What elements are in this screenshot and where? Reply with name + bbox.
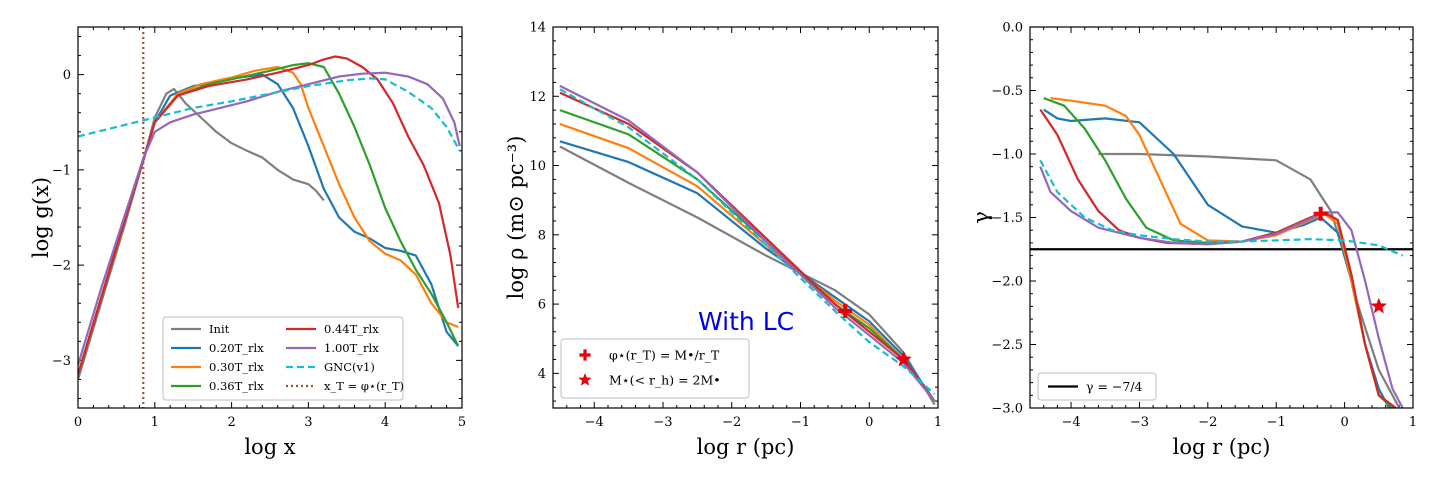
y-tick-label: −0.5 (991, 84, 1023, 99)
x-tick-label: −3 (653, 415, 672, 430)
x-axis-label: log r (pc) (697, 435, 795, 459)
annotation-with-lc: With LC (698, 307, 794, 336)
x-tick-label: −4 (1061, 415, 1080, 430)
y-tick-label: 8 (538, 228, 546, 243)
series-line-6 (78, 77, 461, 152)
x-tick-label: −4 (585, 415, 604, 430)
y-tick-label: −2.0 (991, 275, 1023, 290)
x-tick-label: 1 (1409, 415, 1417, 430)
chart-panel-3: −4 −3 −2 −1 0 1 −3.0 −2.5 −2.0 −1.5 −1.0 −0.5 0.0 log… (969, 21, 1417, 460)
marker-1 (1370, 297, 1388, 314)
x-tick-label: 0 (865, 415, 873, 430)
series-line-5 (1039, 166, 1404, 408)
legend-box (162, 316, 404, 401)
y-tick-label: 6 (538, 298, 546, 313)
x-tick-label: −1 (1267, 415, 1286, 430)
legend-label-1: M⋆(< r_h) = 2M• (609, 373, 721, 388)
legend-label-7: x_T = φ⋆(r_T) (324, 379, 404, 393)
y-tick-label: −1.0 (991, 148, 1023, 163)
y-tick-label: 0.0 (1002, 21, 1023, 36)
x-tick-label: 3 (304, 415, 312, 430)
x-axis-label: log x (244, 435, 295, 459)
y-tick-label: −3 (52, 354, 71, 369)
axes-frame (552, 26, 939, 409)
legend-label-0: φ⋆(r_T) = M•/r_T (609, 348, 720, 363)
y-tick-label: −2 (52, 259, 71, 274)
y-tick-label: −2.5 (991, 338, 1023, 353)
series-line-3 (1043, 97, 1394, 408)
legend-label-3: 0.36T_rlx (209, 379, 264, 393)
x-tick-label: −2 (1198, 415, 1217, 430)
x-tick-label: 1 (934, 415, 942, 430)
plot-area (559, 84, 936, 406)
axes-frame (1029, 26, 1414, 409)
y-tick-label: −1.5 (991, 211, 1023, 226)
marker-0 (838, 304, 853, 319)
series-line-6 (559, 88, 936, 395)
legend-label-5: 1.00T_rlx (324, 341, 379, 355)
y-tick-label: 0 (63, 68, 71, 83)
y-tick-label: 12 (529, 90, 546, 105)
y-tick-label: 4 (538, 367, 546, 382)
legend: γ = −7/4 (1037, 372, 1157, 401)
x-tick-label: −1 (791, 415, 810, 430)
legend-label-0: Init (209, 322, 230, 336)
series-line-4 (559, 91, 936, 402)
y-tick-label: −3.0 (991, 402, 1023, 417)
y-axis-label: log ρ (m⊙ pc⁻³) (504, 136, 528, 300)
series-line-1 (1043, 108, 1391, 408)
plot-area (78, 27, 461, 408)
legend-label-1: 0.20T_rlx (209, 341, 264, 355)
series-line-0 (1098, 152, 1401, 408)
x-tick-label: 0 (74, 415, 82, 430)
legend-box (1037, 372, 1157, 401)
x-tick-label: 5 (458, 415, 466, 430)
ticks: −4 −3 −2 −1 0 1 −3.0 −2.5 −2.0 −1.5 −1.0 −0.5 0.0 (991, 21, 1417, 431)
legend-box (560, 338, 750, 399)
x-tick-label: 4 (381, 415, 389, 430)
series-line-6 (1039, 159, 1404, 257)
x-tick-label: 1 (151, 415, 159, 430)
x-axis-label: log r (pc) (1173, 435, 1271, 459)
series-line-4 (1039, 108, 1397, 408)
x-tick-label: 0 (1340, 415, 1348, 430)
legend-label-6: GNC(v1) (324, 360, 375, 374)
marker-0 (1313, 206, 1328, 221)
legend-label-2: 0.30T_rlx (209, 360, 264, 374)
y-tick-label: −1 (52, 163, 71, 178)
axes-frame (77, 26, 463, 409)
legend-label-0: γ = −7/4 (1086, 379, 1143, 394)
legend: Init 0.20T_rlx 0.30T_rlx 0.36T_rlx 0.44T_rlx… (162, 316, 404, 401)
legend: φ⋆(r_T) = M•/r_T M⋆(< r_h) = 2M• (560, 338, 750, 399)
plot-area (1030, 97, 1413, 408)
y-tick-label: 10 (529, 159, 546, 174)
marker-1 (895, 350, 912, 367)
legend-marker-1 (578, 372, 592, 386)
series-line-2 (1050, 97, 1394, 408)
x-tick-label: −3 (1130, 415, 1149, 430)
legend-label-4: 0.44T_rlx (324, 322, 379, 336)
x-tick-label: −2 (722, 415, 741, 430)
legend-marker-0 (579, 349, 591, 361)
y-axis-label: γ (969, 211, 993, 224)
y-tick-label: 14 (529, 21, 546, 36)
y-axis-label: log g(x) (29, 177, 53, 258)
chart-panel-1: 0 1 2 3 4 5 −3 −2 −1 0 log x log g(x) Init 0.20T_rlx 0… (29, 26, 466, 459)
x-tick-label: 2 (227, 415, 235, 430)
